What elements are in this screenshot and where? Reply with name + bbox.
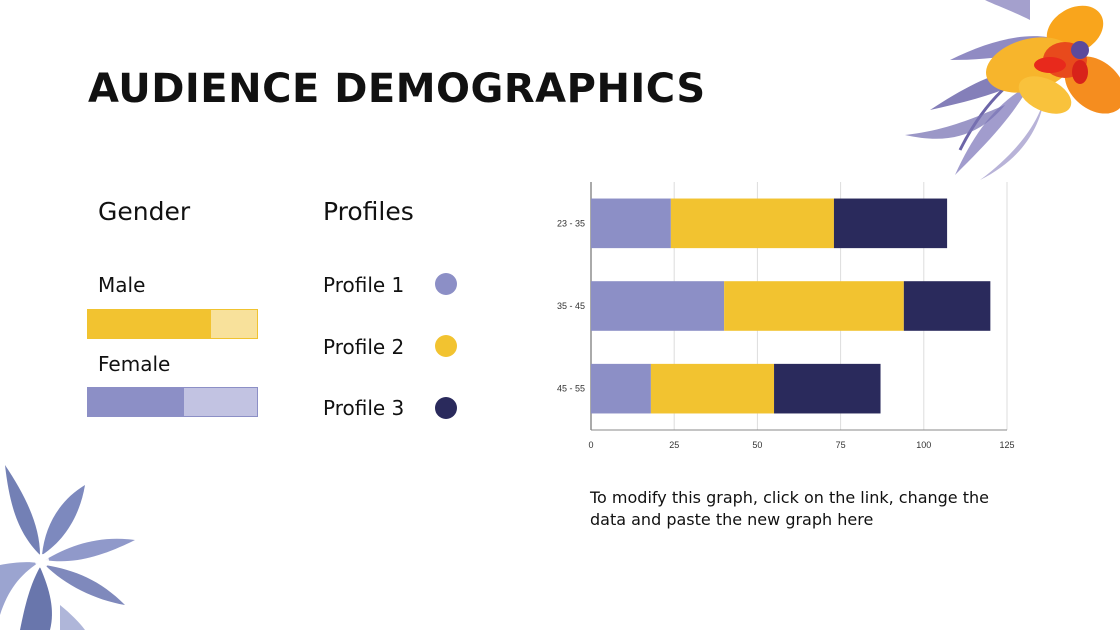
bar-1-series-3 [833, 198, 948, 249]
stacked-bar-chart: 0 25 50 75 100 125 23 - 35 35 - 45 45 - 55 [557, 182, 1015, 450]
bar-3-series-3 [774, 363, 881, 414]
profile-1-dot-icon [435, 273, 457, 295]
male-label: Male [98, 273, 146, 297]
x-tick-label-75: 75 [836, 440, 846, 450]
category-label-1: 23 - 35 [557, 218, 585, 228]
profile-2-dot-icon [435, 335, 457, 357]
profile-1-label: Profile 1 [323, 273, 405, 297]
x-tick-label-100: 100 [916, 440, 931, 450]
flower-decoration-top-right [905, 0, 1120, 180]
profile-3-dot-icon [435, 397, 457, 419]
category-label-2: 35 - 45 [557, 301, 585, 311]
category-label-3: 45 - 55 [557, 384, 585, 394]
bar-3-series-1 [591, 363, 651, 414]
chart-footnote: To modify this graph, click on the link,… [590, 488, 989, 530]
profile-3-label: Profile 3 [323, 396, 405, 420]
male-bar-fill [88, 310, 212, 338]
female-progress-bar [87, 387, 258, 417]
male-bar-remainder [211, 310, 257, 338]
profile-2-label: Profile 2 [323, 335, 405, 359]
flower-decoration-bottom-left [0, 465, 135, 630]
female-bar-fill [88, 388, 185, 416]
gender-heading: Gender [98, 197, 191, 226]
male-progress-bar [87, 309, 258, 339]
x-tick-label-125: 125 [999, 440, 1014, 450]
blue-flower-icon [0, 465, 135, 630]
bar-3-series-2 [650, 363, 775, 414]
bar-2-series-2 [724, 281, 904, 331]
bar-2-series-1 [591, 281, 725, 331]
page-title: AUDIENCE DEMOGRAPHICS [88, 66, 706, 112]
female-bar-remainder [184, 388, 257, 416]
x-tick-label-50: 50 [752, 440, 762, 450]
profiles-heading: Profiles [323, 197, 414, 226]
female-label: Female [98, 352, 171, 376]
bar-2-series-3 [903, 281, 991, 331]
x-tick-label-0: 0 [588, 440, 593, 450]
orange-flower-icon [986, 5, 1120, 114]
x-tick-label-25: 25 [669, 440, 679, 450]
bar-1-series-1 [591, 198, 671, 249]
bar-1-series-2 [670, 198, 834, 249]
